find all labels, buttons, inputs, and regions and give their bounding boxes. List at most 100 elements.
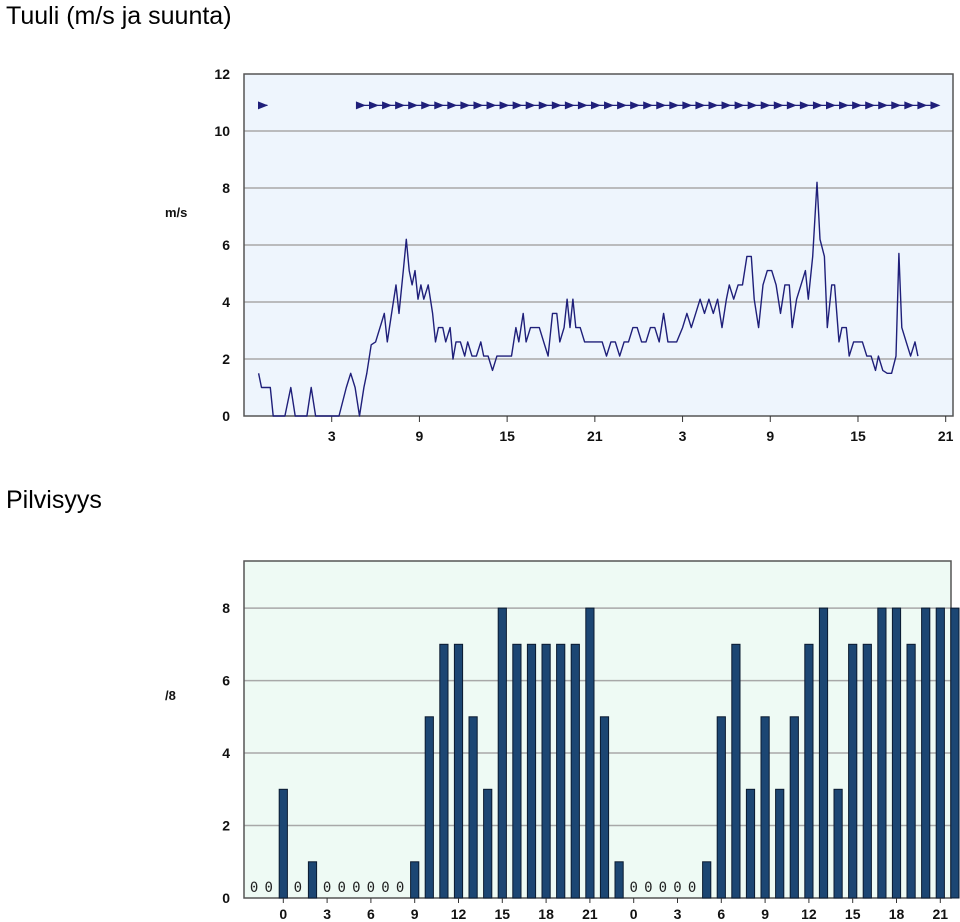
wind-direction-arrow xyxy=(695,101,706,110)
wind-direction-arrow xyxy=(656,101,667,110)
wind-x-tick-label: 3 xyxy=(328,428,336,444)
wind-direction-arrow xyxy=(904,101,915,110)
cloud-bar xyxy=(935,607,945,899)
wind-x-tick-label: 21 xyxy=(938,428,954,444)
wind-y-tick-label: 4 xyxy=(222,294,230,310)
wind-direction-arrow xyxy=(564,101,575,110)
wind-direction-arrow xyxy=(786,101,797,110)
wind-x-tick-label: 21 xyxy=(587,428,603,444)
wind-y-tick-label: 6 xyxy=(222,237,230,253)
wind-direction-arrow xyxy=(617,101,628,110)
cloud-bar xyxy=(789,716,799,899)
cloud-x-tick-label: 18 xyxy=(538,906,554,922)
cloud-x-tick-label: 0 xyxy=(279,906,287,922)
cloud-bar xyxy=(497,607,507,899)
cloud-bar xyxy=(731,643,741,899)
wind-direction-arrow xyxy=(369,101,380,110)
cloud-y-tick-label: 8 xyxy=(222,600,230,616)
wind-direction-arrow xyxy=(708,101,719,110)
cloud-zero-label: 0 xyxy=(659,880,667,896)
wind-direction-arrow xyxy=(408,101,419,110)
cloud-bar xyxy=(877,607,887,899)
cloud-zero-label: 0 xyxy=(337,880,345,896)
cloud-bar xyxy=(439,643,449,899)
cloud-bar xyxy=(745,788,756,899)
wind-direction-arrow xyxy=(682,101,693,110)
wind-chart: 0 2 4 6 8 10 12 3 9 15 21 3 9 15 21 m/s xyxy=(165,66,954,444)
cloud-bar xyxy=(556,643,566,899)
wind-direction-arrow xyxy=(917,101,928,110)
wind-direction-arrow xyxy=(473,101,484,110)
wind-direction-arrow xyxy=(878,101,889,110)
wind-x-tick-label: 15 xyxy=(850,428,866,444)
wind-direction-arrow xyxy=(538,101,549,110)
cloud-x-tick-label: 21 xyxy=(933,906,949,922)
cloud-y-tick-label: 0 xyxy=(222,890,230,906)
wind-plot-border xyxy=(243,73,954,417)
wind-direction-arrow xyxy=(447,101,458,110)
cloud-bar xyxy=(614,861,624,899)
wind-direction-arrow xyxy=(747,101,758,110)
cloud-x-tick-label: 15 xyxy=(495,906,511,922)
wind-direction-arrow xyxy=(355,101,366,110)
wind-direction-arrow xyxy=(590,101,601,110)
cloud-bar xyxy=(599,716,610,899)
wind-direction-arrow xyxy=(460,101,471,110)
cloud-x-tick-label: 3 xyxy=(674,906,682,922)
wind-direction-arrow xyxy=(258,101,269,110)
wind-direction-arrow xyxy=(865,101,876,110)
cloud-y-tick-label: 2 xyxy=(222,818,230,834)
cloud-zero-label: 0 xyxy=(673,880,681,896)
wind-direction-arrow xyxy=(643,101,654,110)
cloud-bar xyxy=(526,643,537,899)
wind-direction-arrow xyxy=(826,101,837,110)
cloud-y-tick-label: 4 xyxy=(222,745,230,761)
cloud-bar xyxy=(468,716,478,899)
wind-direction-arrow xyxy=(486,101,497,110)
cloud-x-tick-label: 15 xyxy=(845,906,861,922)
wind-y-axis-label: m/s xyxy=(165,205,187,220)
wind-y-tick-label: 12 xyxy=(214,66,230,82)
wind-direction-arrow xyxy=(512,101,523,110)
wind-direction-arrow xyxy=(551,101,562,110)
wind-direction-arrow xyxy=(382,101,393,110)
wind-direction-arrow xyxy=(799,101,810,110)
wind-direction-arrow xyxy=(891,101,902,110)
cloud-zero-label: 0 xyxy=(367,880,375,896)
cloud-zero-label: 0 xyxy=(323,880,331,896)
cloud-zero-label: 0 xyxy=(381,880,389,896)
cloud-bar xyxy=(570,643,580,899)
cloud-bar xyxy=(833,788,843,899)
cloud-x-tick-label: 21 xyxy=(582,906,598,922)
wind-y-tick-label: 8 xyxy=(222,180,230,196)
cloud-x-tick-label: 18 xyxy=(889,906,905,922)
cloud-y-axis-label: /8 xyxy=(165,688,176,703)
wind-direction-arrow xyxy=(577,101,588,110)
cloud-bar xyxy=(483,788,493,899)
wind-direction-arrow xyxy=(852,101,863,110)
cloud-x-tick-label: 9 xyxy=(411,906,419,922)
wind-direction-arrow xyxy=(839,101,850,110)
wind-speed-line xyxy=(257,181,919,417)
cloud-y-tick-label: 6 xyxy=(222,673,230,689)
wind-section-title: Tuuli (m/s ja suunta) xyxy=(6,2,232,30)
cloud-bar xyxy=(410,861,420,899)
cloud-zero-label: 0 xyxy=(688,880,696,896)
wind-x-tick-label: 9 xyxy=(766,428,774,444)
wind-direction-arrow xyxy=(773,101,784,110)
cloud-bar xyxy=(453,643,464,899)
wind-direction-arrow xyxy=(721,101,732,110)
cloud-bar xyxy=(818,607,829,899)
cloud-bar xyxy=(804,643,814,899)
wind-direction-arrow xyxy=(812,101,823,110)
wind-direction-arrow xyxy=(395,101,406,110)
wind-direction-arrow xyxy=(434,101,445,110)
cloud-bar xyxy=(906,643,916,899)
cloud-bar xyxy=(775,788,785,899)
wind-direction-arrow xyxy=(760,101,771,110)
cloud-bar xyxy=(891,607,902,899)
cloud-bar xyxy=(862,643,872,899)
cloud-x-tick-label: 12 xyxy=(801,906,817,922)
wind-x-tick-label: 15 xyxy=(499,428,515,444)
